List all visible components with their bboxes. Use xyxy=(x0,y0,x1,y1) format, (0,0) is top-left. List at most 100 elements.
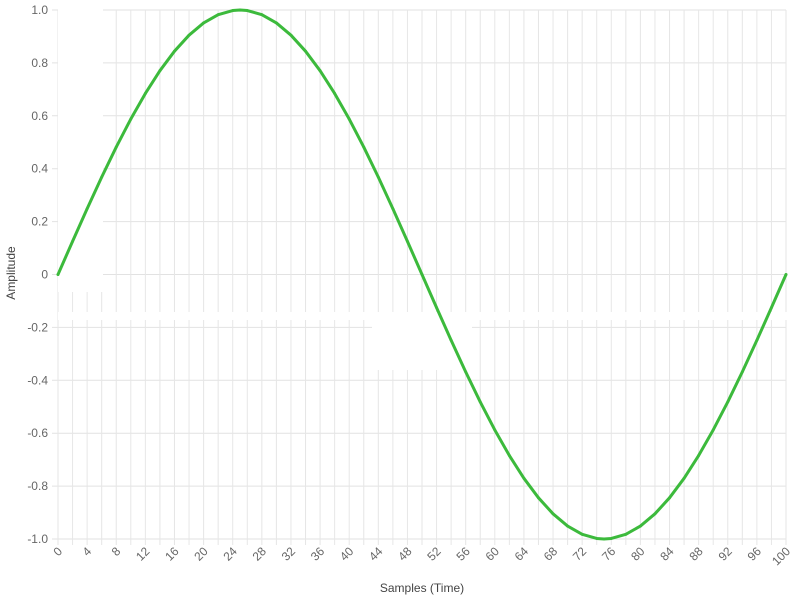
data-point xyxy=(238,8,242,12)
data-point xyxy=(449,338,453,342)
y-axis-ticks: 1.0 0.8 0.6 0.4 0.2 0 -0.2 -0.4 -0.6 -0.8 -1.0 xyxy=(27,3,48,546)
data-point xyxy=(318,69,322,73)
x-axis-label: Samples (Time) xyxy=(380,581,464,595)
data-point xyxy=(143,92,147,95)
x-tick-label: 40 xyxy=(337,544,357,564)
data-point xyxy=(566,524,569,528)
data-point xyxy=(639,524,642,528)
whiteout-overlay-mid xyxy=(372,320,472,370)
data-point xyxy=(711,428,715,432)
data-point xyxy=(187,33,191,37)
data-point xyxy=(507,454,511,457)
data-point xyxy=(71,239,74,243)
data-point xyxy=(100,175,104,179)
data-point xyxy=(726,400,730,404)
data-point xyxy=(85,207,89,211)
data-point xyxy=(580,532,584,536)
data-point xyxy=(245,9,249,12)
y-tick-label: 0.8 xyxy=(31,56,48,70)
x-tick-label: 88 xyxy=(686,544,706,564)
data-point xyxy=(755,338,759,342)
y-axis-label: Amplitude xyxy=(4,246,18,300)
data-point xyxy=(537,496,540,500)
x-tick-label: 80 xyxy=(628,544,648,564)
x-tick-label: 96 xyxy=(745,544,765,564)
x-tick-label: 48 xyxy=(395,544,415,564)
data-point xyxy=(362,145,366,149)
data-point xyxy=(609,537,613,540)
y-tick-label: 1.0 xyxy=(31,3,48,17)
data-point xyxy=(522,476,526,480)
x-tick-label: 4 xyxy=(80,544,95,559)
data-point xyxy=(493,428,497,432)
x-tick-label: 52 xyxy=(424,544,444,564)
data-point xyxy=(668,496,671,500)
data-point xyxy=(435,306,438,310)
data-point xyxy=(551,512,555,516)
data-point xyxy=(333,92,337,95)
whiteout-overlays xyxy=(58,0,788,370)
x-tick-label: 92 xyxy=(716,544,736,564)
y-tick-label: -0.6 xyxy=(27,426,48,440)
x-tick-label: 44 xyxy=(366,544,386,564)
x-axis-ticks: 0 4 8 12 16 20 24 28 32 36 40 44 48 52 56 60 64 68 72 76 80 8… xyxy=(50,544,793,568)
series-layer xyxy=(56,8,788,541)
data-point xyxy=(406,239,409,243)
x-tick-label: 84 xyxy=(657,544,677,564)
y-tick-label: -0.4 xyxy=(27,373,48,387)
data-point xyxy=(697,454,701,457)
x-tick-label: 32 xyxy=(279,544,299,564)
whiteout-overlay-left xyxy=(58,0,103,292)
whiteout-overlay-band xyxy=(58,312,788,320)
data-point xyxy=(114,145,118,149)
data-point xyxy=(653,512,657,516)
x-tick-label: 72 xyxy=(570,544,590,564)
data-point xyxy=(129,117,133,121)
data-point xyxy=(682,476,686,480)
data-point xyxy=(478,400,482,404)
data-point xyxy=(304,49,307,53)
data-point xyxy=(347,117,351,121)
x-tick-label: 0 xyxy=(50,544,65,559)
y-tick-label: 0.2 xyxy=(31,215,48,229)
x-tick-label: 64 xyxy=(512,544,532,564)
x-tick-label: 60 xyxy=(483,544,503,564)
x-tick-label: 20 xyxy=(191,544,211,564)
x-tick-label: 28 xyxy=(250,544,270,564)
y-tick-label: 0 xyxy=(41,268,48,282)
data-point xyxy=(595,537,599,540)
y-tick-label: -0.8 xyxy=(27,479,48,493)
data-point xyxy=(231,9,235,12)
data-point xyxy=(260,13,264,17)
data-point xyxy=(464,370,468,374)
data-point xyxy=(216,13,220,17)
data-point xyxy=(275,21,278,25)
data-point xyxy=(740,370,744,374)
x-tick-label: 12 xyxy=(133,544,153,564)
x-tick-label: 24 xyxy=(220,544,240,564)
data-point xyxy=(376,175,380,179)
x-tick-label: 76 xyxy=(599,544,619,564)
data-point xyxy=(289,33,293,37)
data-point xyxy=(202,21,206,25)
x-tick-label: 68 xyxy=(541,544,561,564)
data-point xyxy=(602,537,606,541)
grid-lines xyxy=(52,9,787,545)
x-tick-label: 56 xyxy=(453,544,473,564)
y-tick-label: 0.6 xyxy=(31,109,48,123)
y-tick-label: -1.0 xyxy=(27,532,48,546)
data-point xyxy=(158,69,162,73)
data-point xyxy=(624,532,628,536)
y-tick-label: -0.2 xyxy=(27,320,48,334)
x-tick-label: 16 xyxy=(162,544,182,564)
data-point xyxy=(784,273,788,276)
x-tick-label: 36 xyxy=(308,544,328,564)
data-point xyxy=(56,273,60,276)
data-point xyxy=(770,306,773,310)
x-tick-label: 100 xyxy=(769,544,793,568)
y-tick-label: 0.4 xyxy=(31,162,48,176)
x-tick-label: 8 xyxy=(109,544,124,559)
data-point xyxy=(391,207,395,211)
data-point xyxy=(420,273,424,276)
